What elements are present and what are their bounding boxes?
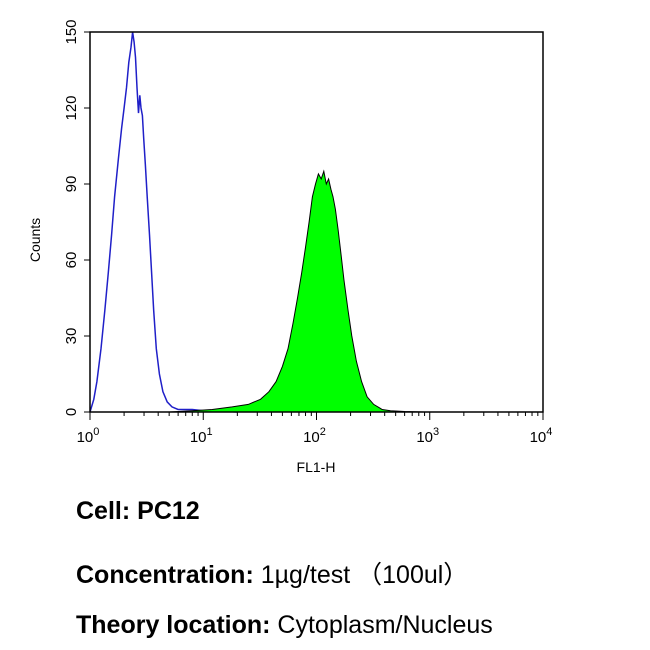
y-tick-label: 120: [63, 95, 80, 120]
x-axis-title: FL1-H: [297, 459, 336, 475]
theory-label: Theory location:: [76, 611, 271, 639]
theory-value: Cytoplasm/Nucleus: [277, 611, 493, 639]
caption-cell: Cell: PC12: [76, 497, 200, 526]
concentration-label: Concentration:: [76, 561, 254, 589]
y-tick-label: 0: [63, 408, 80, 416]
y-tick-label: 90: [63, 176, 80, 193]
y-tick-label: 150: [63, 19, 80, 44]
concentration-value: 1µg/test （100ul）: [260, 561, 469, 589]
caption-concentration: Concentration: 1µg/test （100ul）: [76, 555, 468, 591]
x-tick-label: 102: [303, 426, 326, 446]
x-tick-label: 101: [190, 426, 213, 446]
x-tick-label: 100: [77, 426, 100, 446]
series-0-outline-histogram: [89, 31, 238, 413]
cell-value: PC12: [137, 497, 200, 525]
y-axis-title: Counts: [27, 218, 43, 262]
series-1-filled-histogram: [169, 169, 425, 413]
caption-theory-location: Theory location: Cytoplasm/Nucleus: [76, 611, 493, 640]
x-tick-label: 104: [530, 426, 553, 446]
y-tick-label: 30: [63, 328, 80, 345]
x-tick-label: 103: [416, 426, 439, 446]
y-tick-label: 60: [63, 252, 80, 269]
flow-cytometry-histogram: 0 30 60 90 120 150 100 101 102 103 104 FL1-H Coun…: [27, 19, 553, 475]
cell-label: Cell:: [76, 497, 131, 525]
